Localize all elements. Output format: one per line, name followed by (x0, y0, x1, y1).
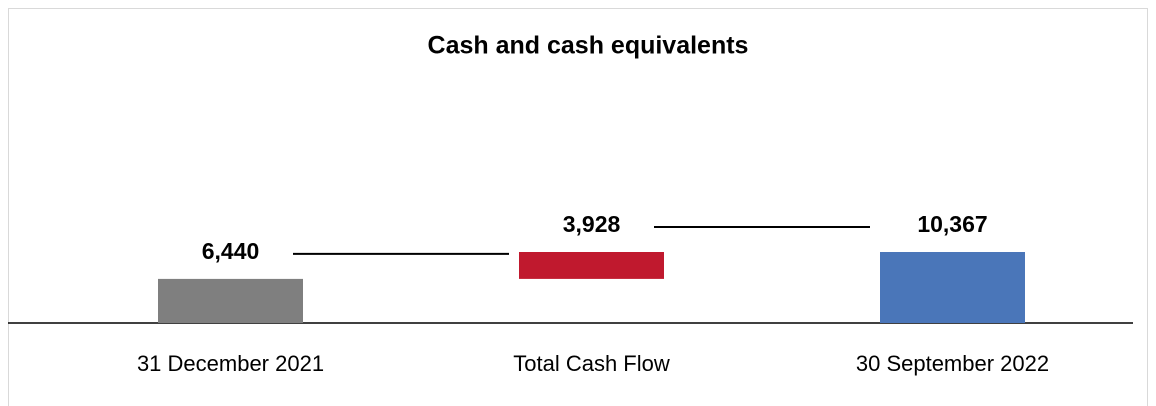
bar (158, 278, 303, 323)
x-tick-label: 30 September 2022 (856, 351, 1049, 376)
x-tick-label: 31 December 2021 (137, 351, 324, 376)
value-label: 10,367 (917, 211, 987, 237)
chart-border (8, 8, 1148, 406)
x-tick-label: Total Cash Flow (513, 351, 670, 376)
value-label: 3,928 (563, 211, 621, 237)
value-label: 6,440 (202, 238, 260, 264)
bar (519, 252, 664, 279)
chart-title: Cash and cash equivalents (428, 32, 749, 60)
bar (880, 252, 1025, 323)
